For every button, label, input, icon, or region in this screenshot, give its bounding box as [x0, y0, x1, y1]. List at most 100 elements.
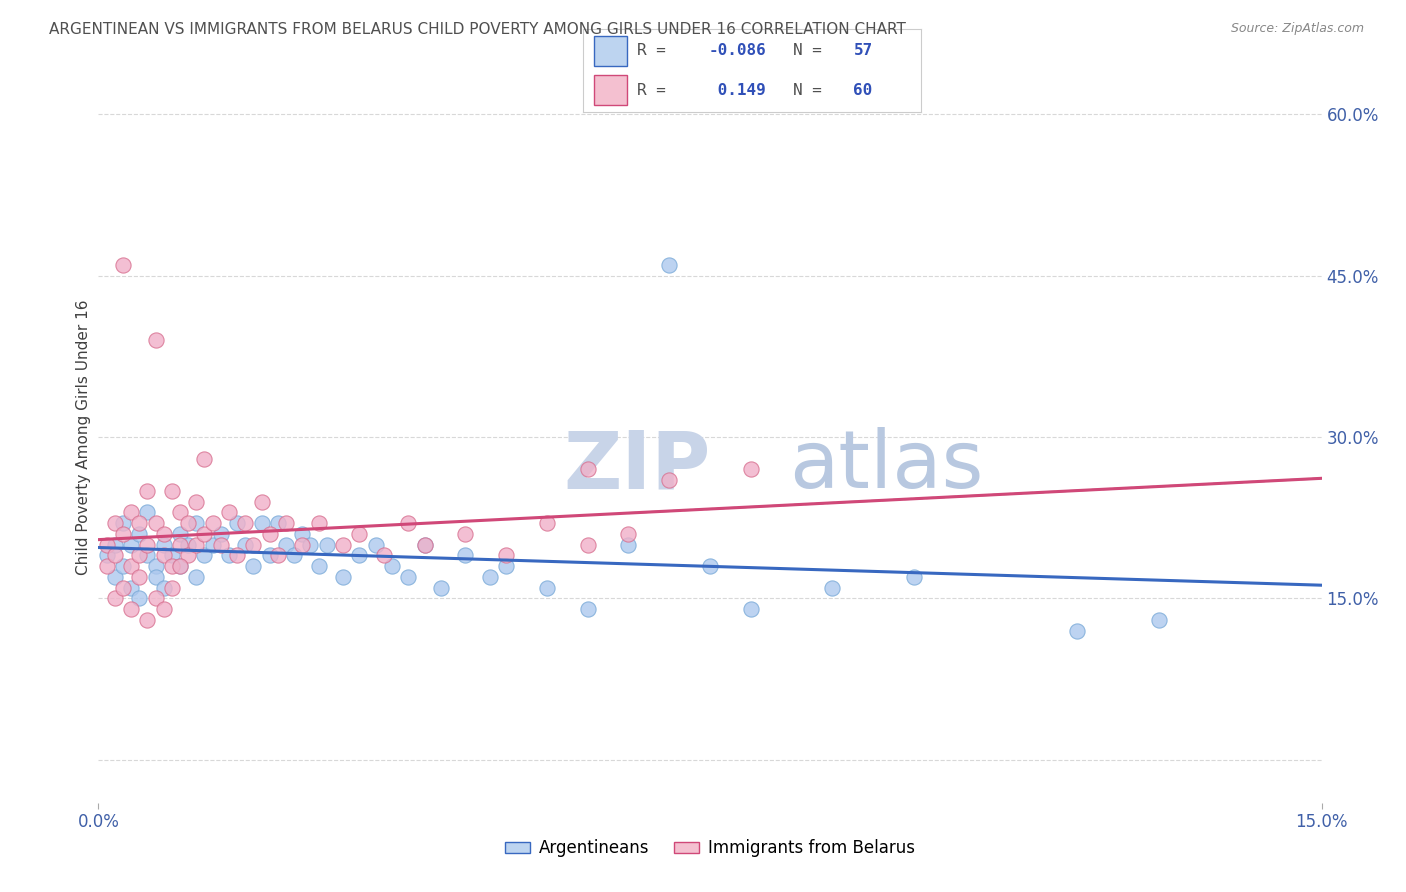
Point [145, 591, 167, 606]
Point [120, 602, 142, 616]
Point [699, 559, 721, 574]
Point [308, 516, 330, 530]
Point [349, 527, 371, 541]
Point [740, 602, 762, 616]
Point [740, 462, 762, 476]
Point [145, 333, 167, 347]
Point [364, 538, 387, 552]
Point [274, 516, 297, 530]
Point [454, 527, 477, 541]
Point [332, 570, 354, 584]
Point [104, 516, 127, 530]
Point [576, 602, 599, 616]
Point [283, 549, 305, 563]
Point [96, 538, 118, 552]
Point [218, 505, 240, 519]
Point [291, 527, 314, 541]
Text: 60: 60 [853, 83, 873, 97]
Point [120, 505, 142, 519]
Text: 57: 57 [853, 44, 873, 58]
Point [209, 527, 232, 541]
Point [536, 516, 558, 530]
Point [128, 527, 150, 541]
Point [536, 581, 558, 595]
Point [145, 570, 167, 584]
Point [413, 538, 436, 552]
Point [821, 581, 844, 595]
Point [903, 570, 925, 584]
Point [209, 538, 232, 552]
Point [136, 483, 159, 498]
Point [104, 591, 127, 606]
Point [128, 591, 150, 606]
Point [576, 538, 599, 552]
Text: N =: N = [793, 83, 831, 97]
Point [186, 516, 208, 530]
Point [120, 581, 142, 595]
Point [233, 516, 256, 530]
Point [152, 538, 174, 552]
Point [169, 538, 191, 552]
Point [495, 559, 517, 574]
Point [186, 494, 208, 508]
Text: 0.149: 0.149 [709, 83, 766, 97]
Point [160, 559, 183, 574]
Y-axis label: Child Poverty Among Girls Under 16: Child Poverty Among Girls Under 16 [76, 300, 91, 574]
Point [128, 516, 150, 530]
Point [242, 538, 264, 552]
Point [136, 613, 159, 627]
Point [152, 581, 174, 595]
Point [177, 549, 200, 563]
Point [136, 549, 159, 563]
Text: ARGENTINEAN VS IMMIGRANTS FROM BELARUS CHILD POVERTY AMONG GIRLS UNDER 16 CORREL: ARGENTINEAN VS IMMIGRANTS FROM BELARUS C… [49, 22, 905, 37]
Point [186, 570, 208, 584]
Point [160, 581, 183, 595]
Legend: Argentineans, Immigrants from Belarus: Argentineans, Immigrants from Belarus [499, 832, 921, 864]
Point [259, 549, 281, 563]
Point [226, 516, 249, 530]
Point [576, 462, 599, 476]
Point [658, 473, 681, 487]
Point [104, 538, 127, 552]
Point [120, 538, 142, 552]
Point [152, 549, 174, 563]
Point [291, 538, 314, 552]
Point [152, 602, 174, 616]
Point [104, 549, 127, 563]
Point [233, 538, 256, 552]
Point [250, 494, 273, 508]
Point [308, 559, 330, 574]
FancyBboxPatch shape [593, 36, 627, 65]
Point [218, 549, 240, 563]
Point [299, 538, 322, 552]
Point [201, 538, 224, 552]
Point [111, 559, 134, 574]
Point [128, 549, 150, 563]
Point [136, 505, 159, 519]
Point [169, 559, 191, 574]
Point [349, 549, 371, 563]
Text: Source: ZipAtlas.com: Source: ZipAtlas.com [1230, 22, 1364, 36]
Point [169, 559, 191, 574]
Point [111, 258, 134, 272]
Point [145, 516, 167, 530]
Point [201, 516, 224, 530]
Point [160, 549, 183, 563]
Point [267, 549, 290, 563]
Text: -0.086: -0.086 [709, 44, 766, 58]
Text: N =: N = [793, 44, 831, 58]
Point [177, 538, 200, 552]
Point [396, 516, 419, 530]
FancyBboxPatch shape [593, 76, 627, 105]
Point [413, 538, 436, 552]
Point [478, 570, 501, 584]
Text: atlas: atlas [790, 427, 984, 506]
Text: R =: R = [637, 44, 676, 58]
Point [186, 538, 208, 552]
Point [193, 549, 215, 563]
Point [111, 527, 134, 541]
Point [226, 549, 249, 563]
Point [96, 549, 118, 563]
Point [169, 505, 191, 519]
Point [152, 527, 174, 541]
